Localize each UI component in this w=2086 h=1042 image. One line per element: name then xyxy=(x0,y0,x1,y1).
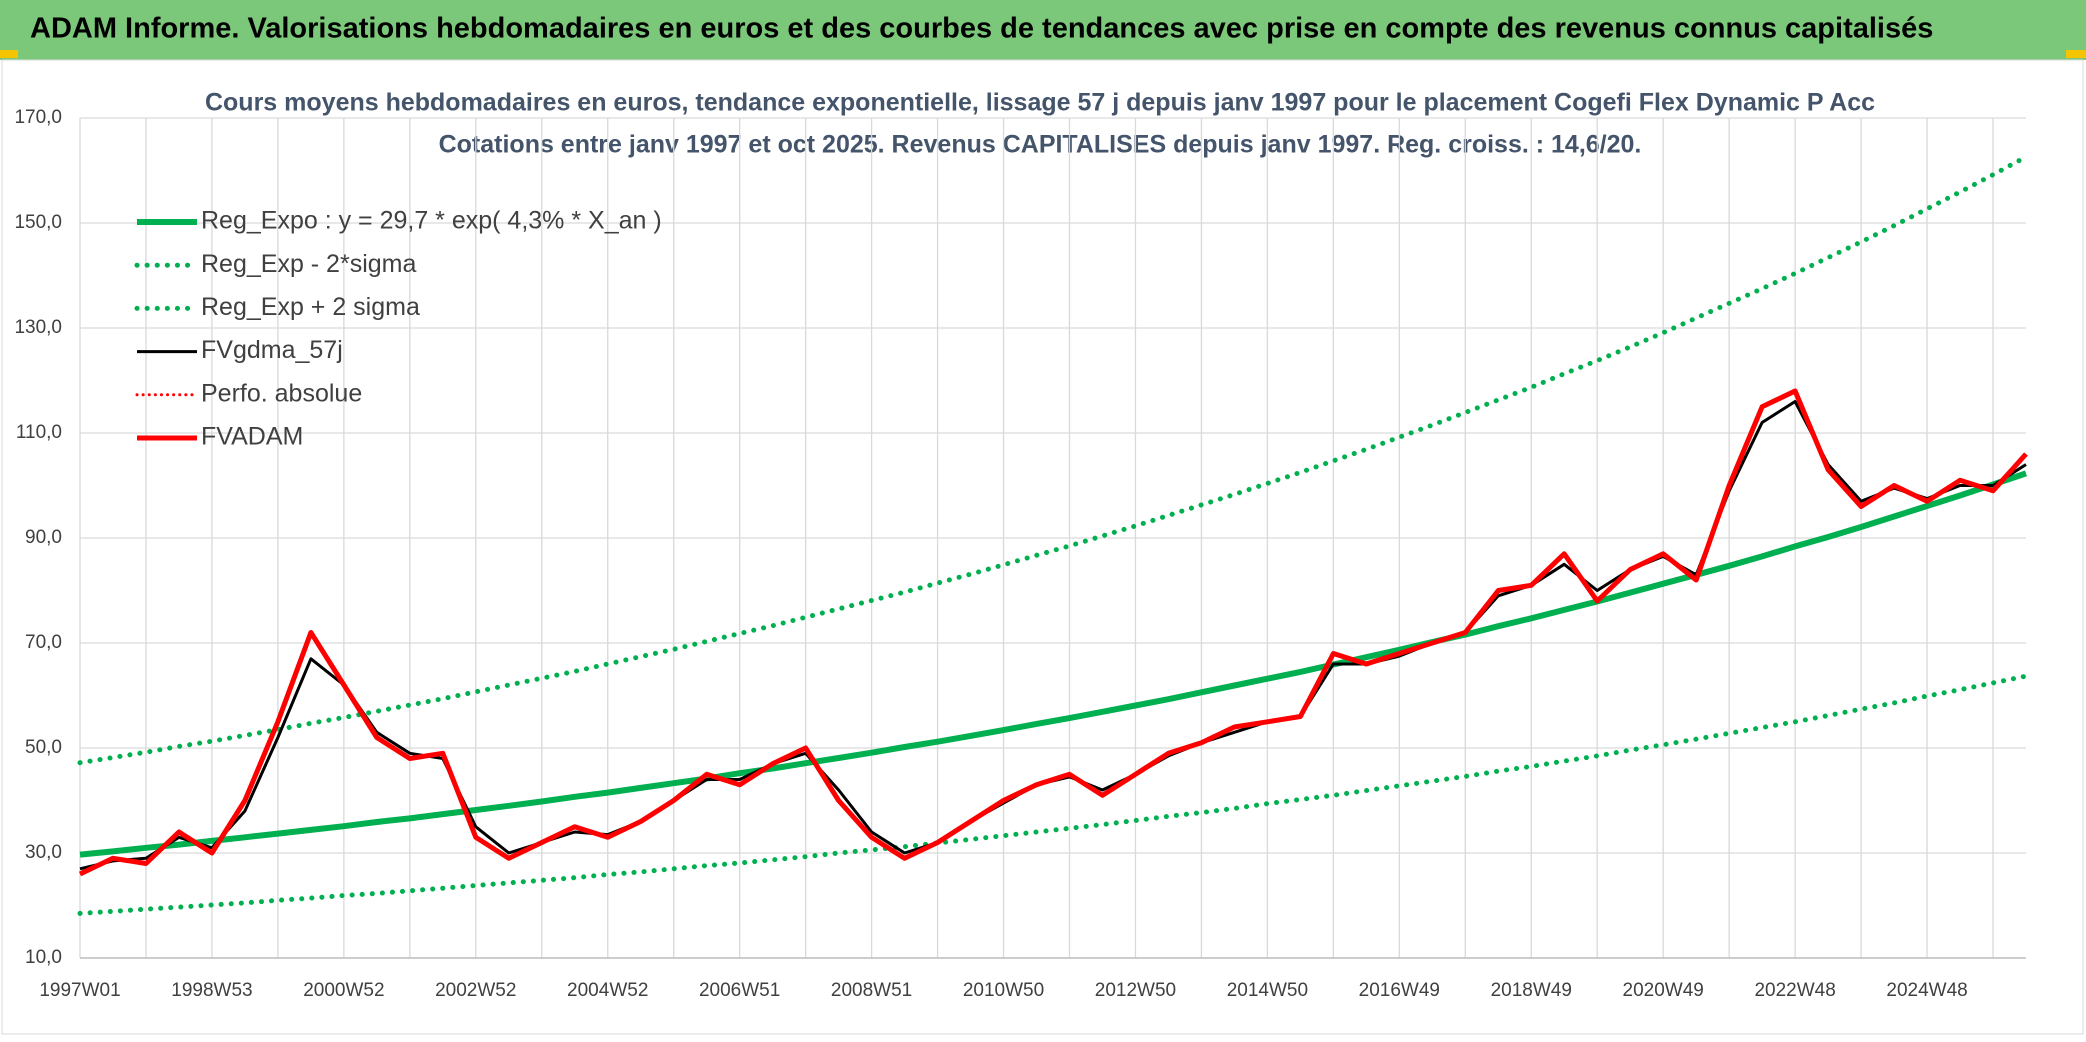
x-tick-label: 1998W53 xyxy=(171,980,252,1001)
series-line xyxy=(77,673,2029,916)
x-tick-label: 2008W51 xyxy=(831,980,912,1001)
chart-subtitle: Cours moyens hebdomadaires en euros, ten… xyxy=(205,89,1875,117)
corner xyxy=(2066,50,2086,58)
x-tick-label: 2010W50 xyxy=(963,980,1044,1001)
title-bar xyxy=(0,0,2086,60)
x-tick-label: 2020W49 xyxy=(1623,980,1704,1001)
corner xyxy=(0,50,18,58)
y-tick-label: 50,0 xyxy=(25,737,62,758)
chart-frame xyxy=(1,59,2084,1035)
x-tick-label: 2018W49 xyxy=(1491,980,1572,1001)
x-tick-label: 2000W52 xyxy=(303,980,384,1001)
chart-subtitle: Cotations entre janv 1997 et oct 2025. R… xyxy=(439,131,1642,159)
x-tick-label: 1997W01 xyxy=(39,980,120,1001)
x-tick-label: 2004W52 xyxy=(567,980,648,1001)
x-tick-label: 2014W50 xyxy=(1227,980,1308,1001)
x-tick-label: 2006W51 xyxy=(699,980,780,1001)
y-tick-label: 130,0 xyxy=(14,317,62,338)
chart-title: ADAM Informe. Valorisations hebdomadaire… xyxy=(30,13,1933,45)
y-tick-label: 110,0 xyxy=(16,422,62,443)
legend-label: FVADAM xyxy=(201,423,303,451)
legend-label: Reg_Expo : y = 29,7 * exp( 4,3% * X_an ) xyxy=(201,207,662,235)
x-tick-label: 2022W48 xyxy=(1754,980,1835,1001)
x-tick-label: 2024W48 xyxy=(1886,980,1967,1001)
x-tick-label: 2002W52 xyxy=(435,980,516,1001)
legend-label: FVgdma_57j xyxy=(201,336,343,364)
legend-label: Perfo. absolue xyxy=(201,379,362,407)
y-tick-label: 10,0 xyxy=(25,947,62,968)
x-tick-label: 2012W50 xyxy=(1095,980,1176,1001)
x-tick-label: 2016W49 xyxy=(1359,980,1440,1001)
y-tick-label: 90,0 xyxy=(25,527,62,548)
y-tick-label: 30,0 xyxy=(25,842,62,863)
series-line xyxy=(79,470,2027,858)
series-line xyxy=(77,154,2029,766)
legend-label: Reg_Exp - 2*sigma xyxy=(201,250,416,278)
series-line xyxy=(78,388,2028,877)
y-tick-label: 70,0 xyxy=(25,632,62,653)
legend-label: Reg_Exp + 2 sigma xyxy=(201,293,420,321)
y-tick-label: 150,0 xyxy=(14,212,62,233)
y-tick-label: 170,0 xyxy=(14,107,62,128)
